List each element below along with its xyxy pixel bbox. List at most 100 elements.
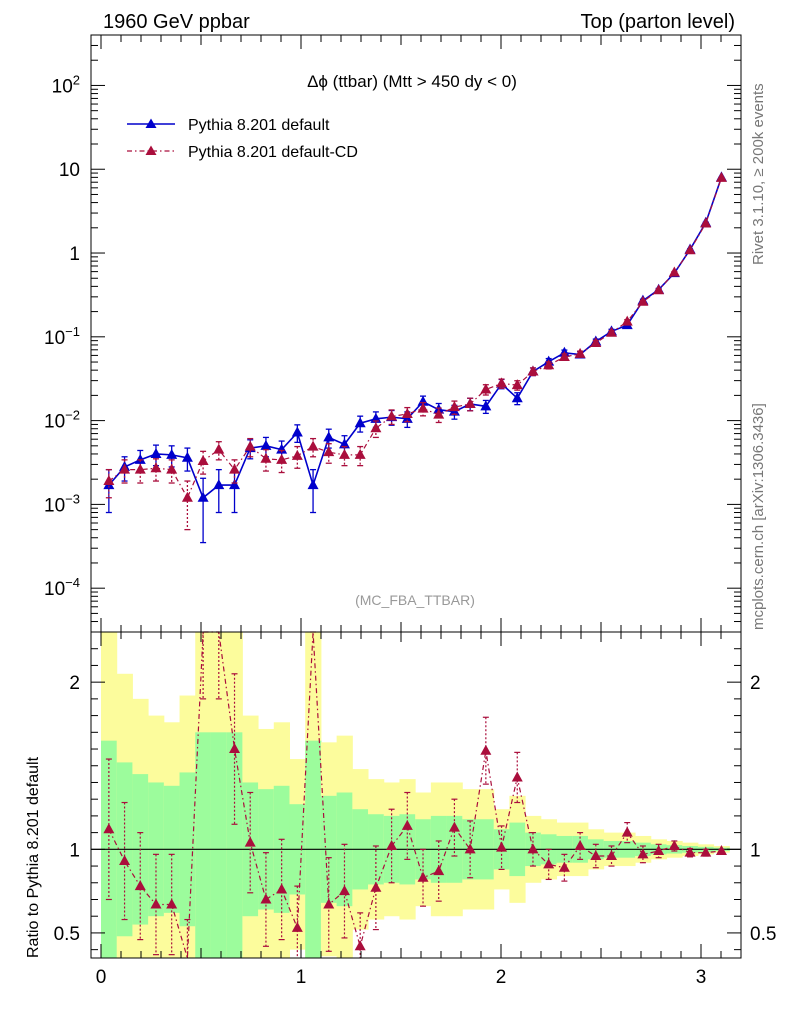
- legend-label-cd: Pythia 8.201 default-CD: [188, 144, 358, 161]
- data-point: [338, 448, 350, 459]
- y-tick-label: 10−1: [44, 324, 80, 349]
- ratio-frame: [90, 631, 742, 959]
- data-point: [276, 453, 288, 464]
- data-point: [684, 244, 696, 255]
- ratio-point: [134, 880, 146, 891]
- ratio-point: [291, 921, 303, 932]
- header-left: 1960 GeV ppbar: [103, 11, 250, 33]
- ratio-point: [433, 865, 445, 876]
- data-point: [370, 422, 382, 433]
- data-point: [229, 463, 241, 474]
- data-point: [433, 408, 445, 419]
- data-point: [496, 377, 508, 388]
- y-tick-label: 10−2: [44, 408, 80, 433]
- data-point: [621, 315, 633, 326]
- data-point: [386, 410, 398, 421]
- series-line-0: [108, 177, 723, 500]
- data-point: [134, 453, 146, 464]
- data-point: [668, 266, 680, 277]
- data-point: [480, 400, 492, 411]
- data-point: [291, 426, 303, 437]
- data-point: [606, 326, 617, 337]
- data-point: [150, 447, 162, 458]
- ratio-point: [590, 850, 602, 861]
- ratio-point: [606, 850, 617, 861]
- data-point: [260, 439, 272, 450]
- ratio-point: [166, 898, 178, 909]
- ratio-y-tick-label: 2: [69, 673, 80, 694]
- data-point: [637, 295, 649, 306]
- data-point: [307, 440, 319, 451]
- data-point: [323, 446, 335, 457]
- rivet-label: Rivet 3.1.10, ≥ 200k events: [750, 83, 767, 265]
- header-right: Top (parton level): [580, 11, 735, 33]
- data-point: [653, 284, 665, 295]
- data-point: [103, 475, 115, 486]
- data-point: [213, 479, 225, 490]
- data-point: [700, 217, 712, 228]
- data-point: [150, 462, 162, 473]
- ratio-point: [558, 861, 570, 872]
- data-point: [480, 383, 492, 394]
- legend-marker-default: [145, 118, 157, 128]
- main-title: Δϕ (ttbar) (Mtt > 450 dy < 0): [307, 72, 517, 91]
- legend-marker-cd: [145, 145, 157, 155]
- band-inner: [226, 732, 243, 958]
- data-point: [543, 359, 555, 370]
- data-point: [448, 401, 460, 412]
- data-point: [197, 454, 209, 465]
- ratio-point: [715, 845, 727, 856]
- data-point: [244, 440, 256, 451]
- data-point: [197, 491, 209, 502]
- legend: Pythia 8.201 default Pythia 8.201 defaul…: [127, 117, 358, 161]
- data-point: [291, 449, 303, 460]
- y-tick-label: 102: [52, 72, 80, 97]
- data-point: [213, 443, 225, 454]
- ratio-point: [574, 839, 586, 850]
- data-point: [574, 347, 586, 358]
- data-point: [166, 448, 178, 459]
- data-point: [354, 417, 366, 428]
- ratio-y-tick-label: 2: [750, 673, 761, 694]
- main-axes: 10−4 10−3 10−2 10−1 1 10 102: [44, 34, 742, 633]
- ratio-point: [103, 823, 115, 834]
- data-point: [119, 463, 131, 474]
- data-point: [401, 407, 413, 418]
- watermark: (MC_FBA_TTBAR): [355, 592, 475, 608]
- data-point: [511, 379, 523, 390]
- data-point: [527, 365, 539, 376]
- ratio-point: [637, 848, 649, 859]
- ratio-y-tick-label: 0.5: [54, 924, 80, 945]
- ratio-panel: 0.5 0.5 1 1 2 2 0 1 2 3 Ratio to Pythia 8.201 def…: [25, 631, 776, 988]
- ratio-point: [700, 846, 712, 857]
- data-point: [181, 491, 193, 502]
- ratio-point: [354, 940, 366, 951]
- y-tick-label: 10: [59, 160, 80, 181]
- ratio-y-tick-label: 0.5: [750, 924, 776, 945]
- ratio-point: [119, 855, 131, 866]
- data-point: [354, 448, 366, 459]
- ratio-point: [480, 744, 492, 755]
- ratio-point: [668, 839, 680, 850]
- band-inner: [210, 732, 228, 958]
- ratio-point: [338, 885, 350, 896]
- ratio-point: [653, 845, 665, 856]
- ratio-point: [276, 883, 288, 894]
- ratio-point: [150, 898, 162, 909]
- main-marks: [103, 171, 727, 544]
- data-point: [511, 392, 523, 403]
- data-point: [338, 438, 350, 449]
- data-point: [558, 350, 570, 361]
- ratio-ylabel: Ratio to Pythia 8.201 default: [25, 756, 42, 958]
- ratio-point: [496, 841, 508, 852]
- ratio-axes: 0.5 0.5 1 1 2 2 0 1 2 3: [54, 631, 776, 988]
- ratio-point: [401, 819, 413, 830]
- ratio-point: [511, 771, 523, 782]
- legend-label-default: Pythia 8.201 default: [188, 117, 330, 134]
- ratio-point: [464, 843, 476, 854]
- data-point: [229, 479, 241, 490]
- series-line-1: [108, 177, 723, 500]
- x-tick-label: 0: [96, 967, 107, 988]
- ratio-point: [370, 881, 382, 892]
- ratio-point: [543, 858, 555, 869]
